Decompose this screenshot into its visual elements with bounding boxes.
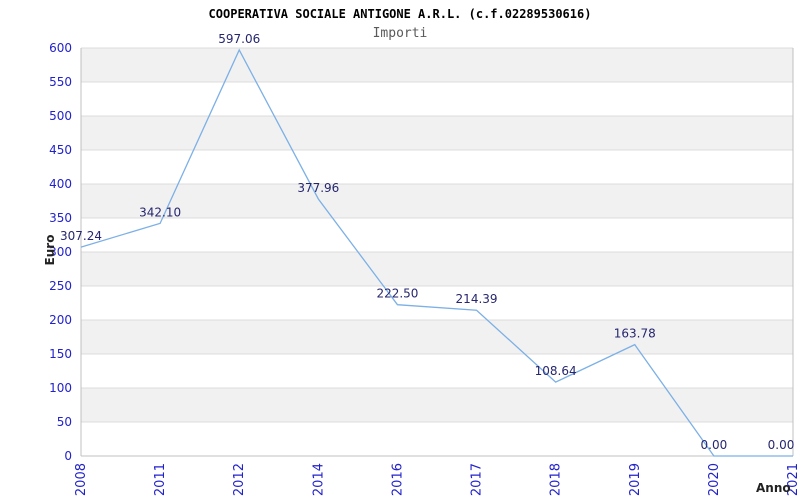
point-label: 222.50	[376, 287, 418, 301]
background-band	[81, 252, 793, 286]
x-tick-label: 2014	[311, 463, 326, 496]
y-tick-label: 450	[49, 143, 72, 157]
x-tick-label: 2017	[470, 463, 485, 496]
y-tick-label: 350	[49, 211, 72, 225]
y-tick-label: 250	[49, 279, 72, 293]
x-axis-title: Anno	[756, 481, 791, 495]
y-tick-label: 50	[57, 415, 72, 429]
y-tick-label: 600	[49, 41, 72, 55]
chart-title: COOPERATIVA SOCIALE ANTIGONE A.R.L. (c.f…	[208, 7, 592, 21]
point-label: 0.00	[701, 438, 728, 452]
x-tick-label: 2019	[628, 463, 643, 496]
background-band	[81, 320, 793, 354]
y-tick-label: 0	[64, 449, 72, 463]
x-tick-label: 2011	[153, 463, 168, 496]
point-label: 377.96	[297, 181, 339, 195]
point-label: 342.10	[139, 205, 181, 219]
x-tick-label: 2012	[232, 463, 247, 496]
y-tick-label: 400	[49, 177, 72, 191]
y-tick-label: 500	[49, 109, 72, 123]
point-label: 163.78	[614, 327, 656, 341]
x-tick-label: 2016	[390, 463, 405, 496]
x-tick-label: 2008	[74, 463, 89, 496]
point-label: 108.64	[535, 364, 577, 378]
y-tick-label: 300	[49, 245, 72, 259]
x-tick-label: 2018	[549, 463, 564, 496]
point-label: 597.06	[218, 32, 260, 46]
y-tick-label: 200	[49, 313, 72, 327]
point-label: 214.39	[456, 292, 498, 306]
y-tick-label: 150	[49, 347, 72, 361]
y-axis-title: Euro	[43, 234, 57, 266]
x-tick-label: 2020	[707, 463, 722, 496]
background-band	[81, 388, 793, 422]
point-label: 307.24	[60, 229, 102, 243]
point-label: 0.00	[768, 438, 795, 452]
y-tick-label: 550	[49, 75, 72, 89]
background-band	[81, 116, 793, 150]
line-series	[80, 48, 793, 457]
background-band	[81, 48, 793, 82]
chart-subtitle: Importi	[372, 26, 428, 41]
x-tick-label: 2021	[786, 463, 800, 496]
y-tick-label: 100	[49, 381, 72, 395]
background-band	[81, 184, 793, 218]
